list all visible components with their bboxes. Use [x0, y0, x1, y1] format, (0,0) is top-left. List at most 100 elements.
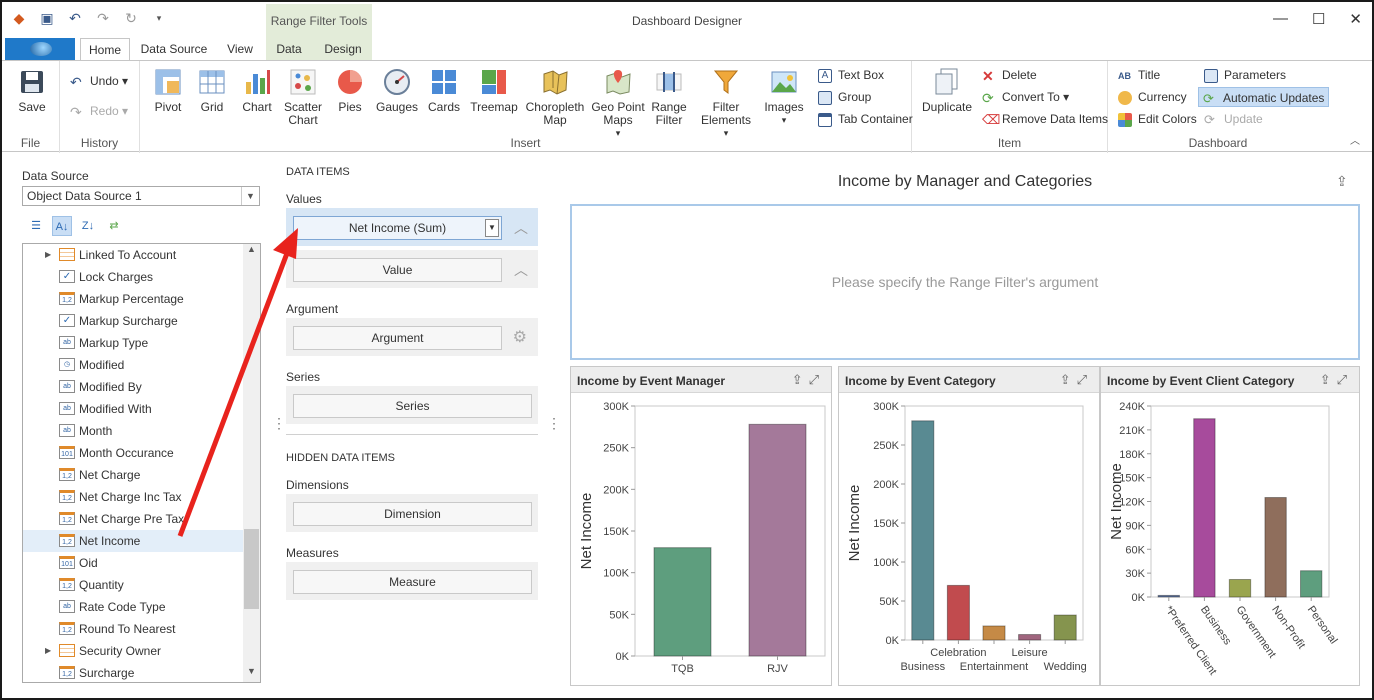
- field-item[interactable]: 1,2 Round To Nearest: [23, 618, 243, 640]
- chart-card-event-manager[interactable]: Income by Event Manager ⇪⤢ 0K 50K 100K 150K…: [570, 366, 832, 686]
- filter-elements-button[interactable]: Filter Elements ▾: [698, 67, 754, 140]
- value-slot-1[interactable]: Net Income (Sum) ▼ ︿: [286, 208, 538, 246]
- automatic-updates-toggle[interactable]: ⟳ Automatic Updates: [1198, 87, 1330, 107]
- expand-arrow-icon[interactable]: ▶: [45, 646, 52, 655]
- sort-descending-icon[interactable]: Z↓: [81, 220, 95, 232]
- maximize-button[interactable]: ☐: [1311, 11, 1326, 28]
- treemap-button[interactable]: Treemap: [468, 67, 520, 114]
- maximize-icon[interactable]: ⤢: [1076, 372, 1093, 387]
- group-button[interactable]: Group: [818, 87, 871, 107]
- dimension-slot[interactable]: Dimension: [286, 494, 538, 532]
- series-slot[interactable]: Series: [286, 386, 538, 424]
- field-item[interactable]: ab Month: [23, 420, 243, 442]
- images-button[interactable]: Images ▾: [758, 67, 810, 127]
- series-placeholder[interactable]: Series: [293, 394, 532, 418]
- splitter-handle-right[interactable]: ⋮: [547, 415, 561, 431]
- field-item[interactable]: ✓ Lock Charges: [23, 266, 243, 288]
- gauges-button[interactable]: Gauges: [371, 67, 423, 114]
- field-item[interactable]: 101 Month Occurance: [23, 442, 243, 464]
- scatter-chart-button[interactable]: Scatter Chart: [277, 67, 329, 127]
- field-item[interactable]: 1,2 Net Charge Inc Tax: [23, 486, 243, 508]
- field-item[interactable]: 1,2 Net Charge Pre Tax: [23, 508, 243, 530]
- title-button[interactable]: AB Title: [1118, 68, 1161, 82]
- field-item[interactable]: ab Modified With: [23, 398, 243, 420]
- chart-button[interactable]: Chart: [231, 67, 283, 114]
- field-item[interactable]: ◷ Modified: [23, 354, 243, 376]
- field-item[interactable]: 1,2 Quantity: [23, 574, 243, 596]
- update-button[interactable]: ⟳ Update: [1204, 111, 1263, 127]
- field-item[interactable]: ab Rate Code Type: [23, 596, 243, 618]
- field-item[interactable]: ✓ Markup Surcharge: [23, 310, 243, 332]
- tab-home[interactable]: Home: [80, 38, 130, 60]
- expand-arrow-icon[interactable]: ▶: [45, 250, 52, 259]
- chart-card-client-category[interactable]: Income by Event Client Category ⇪⤢ 0K 30K…: [1100, 366, 1360, 686]
- field-item[interactable]: 101 Oid: [23, 552, 243, 574]
- convert-to-button[interactable]: ⟳ Convert To ▾: [982, 89, 1070, 106]
- value-slot-2[interactable]: Value ︿: [286, 250, 538, 288]
- maximize-icon[interactable]: ⤢: [808, 372, 825, 387]
- scroll-down-icon[interactable]: ▼: [247, 666, 256, 676]
- edit-colors-button[interactable]: Edit Colors: [1118, 109, 1197, 129]
- minimize-button[interactable]: —: [1272, 10, 1288, 27]
- redo-icon[interactable]: ↷: [97, 10, 109, 26]
- range-filter-button[interactable]: Range Filter: [643, 67, 695, 127]
- scroll-thumb[interactable]: [244, 529, 259, 609]
- argument-placeholder[interactable]: Argument: [293, 326, 502, 350]
- currency-button[interactable]: Currency: [1118, 87, 1187, 107]
- chart-card-event-category[interactable]: Income by Event Category ⇪⤢ 0K 50K 100K 150…: [838, 366, 1100, 686]
- tab-design[interactable]: Design: [324, 42, 362, 56]
- tab-view[interactable]: View: [227, 42, 253, 56]
- pies-button[interactable]: Pies: [324, 67, 376, 114]
- refresh-icon[interactable]: ↻: [125, 10, 137, 26]
- field-list-scrollbar[interactable]: ▲ ▼: [243, 244, 260, 682]
- export-icon[interactable]: ⇪: [791, 372, 809, 387]
- export-icon[interactable]: ⇪: [1336, 173, 1348, 189]
- dimension-placeholder[interactable]: Dimension: [293, 502, 532, 526]
- export-icon[interactable]: ⇪: [1059, 372, 1077, 387]
- redo-button[interactable]: ↷ Redo ▾: [70, 103, 129, 120]
- close-button[interactable]: ✕: [1349, 11, 1362, 28]
- save-icon[interactable]: ▣: [40, 10, 54, 26]
- value-placeholder[interactable]: Value: [293, 258, 502, 282]
- remove-data-items-button[interactable]: ⌫ Remove Data Items: [982, 111, 1109, 127]
- tab-data-source[interactable]: Data Source: [140, 42, 208, 56]
- grid-button[interactable]: Grid: [186, 67, 238, 114]
- scroll-up-icon[interactable]: ▲: [247, 244, 256, 254]
- tab-data[interactable]: Data: [276, 42, 302, 56]
- sort-ascending-icon[interactable]: A↓: [52, 216, 72, 236]
- field-item[interactable]: ▶ Security Owner: [23, 640, 243, 662]
- text-box-button[interactable]: A Text Box: [818, 65, 884, 85]
- field-item[interactable]: 1,2 Net Charge: [23, 464, 243, 486]
- chevron-up-icon[interactable]: ︿: [514, 220, 528, 236]
- undo-button[interactable]: ↶ Undo ▾: [70, 73, 129, 90]
- choropleth-map-button[interactable]: Choropleth Map: [525, 67, 585, 127]
- refresh-fields-icon[interactable]: ⇄: [109, 220, 119, 232]
- field-item[interactable]: 1,2 Surcharge: [23, 662, 243, 682]
- export-icon[interactable]: ⇪: [1319, 372, 1337, 387]
- duplicate-button[interactable]: Duplicate: [920, 67, 974, 114]
- tab-container-button[interactable]: Tab Container: [818, 109, 913, 129]
- pivot-button[interactable]: Pivot: [142, 67, 194, 114]
- cards-button[interactable]: Cards: [418, 67, 470, 114]
- field-item[interactable]: 1,2 Markup Percentage: [23, 288, 243, 310]
- undo-icon[interactable]: ↶: [69, 10, 81, 26]
- geo-point-maps-button[interactable]: Geo Point Maps ▾: [591, 67, 645, 140]
- argument-slot[interactable]: Argument ⚙: [286, 318, 538, 356]
- collapse-ribbon-icon[interactable]: ︿: [1350, 136, 1360, 147]
- group-by-type-icon[interactable]: ☰: [31, 220, 41, 232]
- parameters-button[interactable]: Parameters: [1204, 65, 1286, 85]
- net-income-sum-item[interactable]: Net Income (Sum) ▼: [293, 216, 502, 240]
- file-tab[interactable]: [5, 38, 75, 60]
- field-item[interactable]: ▶ Linked To Account: [23, 244, 243, 266]
- field-item[interactable]: ab Modified By: [23, 376, 243, 398]
- field-item[interactable]: 1,2 Net Income: [23, 530, 243, 552]
- maximize-icon[interactable]: ⤢: [1336, 372, 1353, 387]
- customize-icon[interactable]: ▾: [156, 13, 162, 23]
- measure-slot[interactable]: Measure: [286, 562, 538, 600]
- save-button[interactable]: Save: [6, 67, 58, 114]
- data-source-select[interactable]: Object Data Source 1 ▼: [22, 186, 260, 206]
- range-filter-item[interactable]: Please specify the Range Filter's argume…: [570, 204, 1360, 360]
- gear-icon[interactable]: ⚙: [512, 329, 527, 346]
- chevron-down-icon[interactable]: ▼: [485, 219, 499, 237]
- measure-placeholder[interactable]: Measure: [293, 570, 532, 594]
